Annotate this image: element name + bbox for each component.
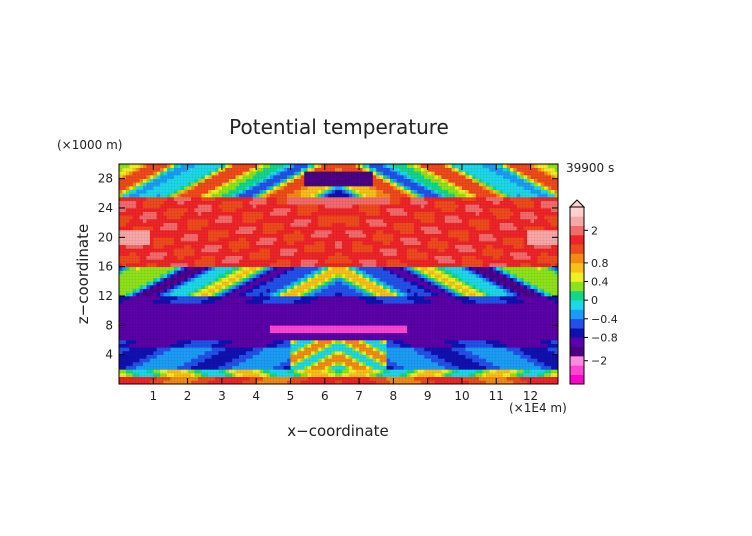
y-axis-label: z−coordinate: [74, 224, 92, 324]
x-axis-label: x−coordinate: [287, 422, 388, 440]
x-axis-unit: (×1E4 m): [509, 401, 567, 415]
chart-title: Potential temperature: [229, 115, 449, 139]
y-axis-unit: (×1000 m): [57, 138, 122, 152]
time-label: 39900 s: [566, 161, 614, 175]
